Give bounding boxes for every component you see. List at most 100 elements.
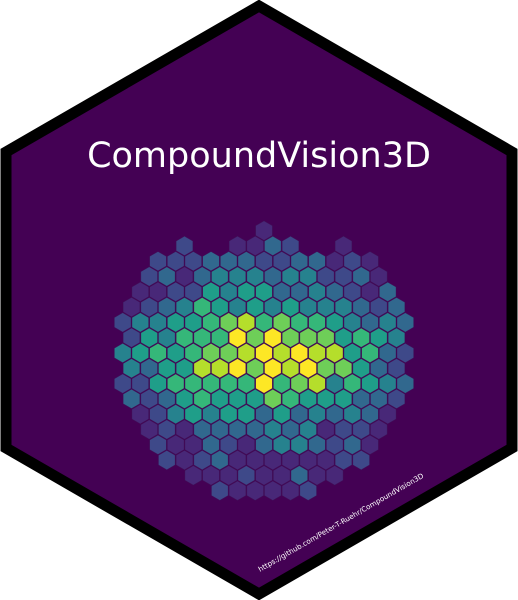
hexbin-cell [255, 404, 273, 425]
hexbin-cell [273, 343, 291, 363]
hexbin-cell [343, 404, 361, 425]
hexbin-cell [202, 251, 220, 272]
hexbin-cell [317, 450, 335, 470]
hexbin-cell [255, 251, 273, 272]
hexbin-cell [140, 419, 158, 440]
hexbin-cell [343, 312, 361, 333]
hexbin-cell [220, 343, 238, 363]
hexbin-cell [264, 266, 282, 287]
hexbin-cell [246, 450, 264, 470]
hexbin-cell [282, 419, 299, 440]
hexbin-cell [202, 434, 220, 455]
hexbin-cell [202, 373, 220, 394]
hexbin-cell [352, 266, 370, 287]
hexbin-cell [184, 465, 202, 486]
hexbin-cell [255, 373, 273, 394]
hexbin-cell [299, 450, 317, 470]
hexbin-cell [228, 236, 247, 256]
hexbin-cell [396, 373, 414, 394]
hexbin-cell [282, 266, 299, 287]
hexbin-cell [308, 434, 326, 455]
hexbin-cell [237, 312, 255, 333]
hexbin-cell [326, 373, 344, 394]
hexbin-cell [361, 434, 379, 455]
hexbin-cell [317, 389, 335, 409]
hexbin-cell [273, 281, 291, 302]
hexbin-cell [228, 297, 247, 317]
hexbin-cell [335, 450, 352, 470]
hexbin-cell [264, 450, 282, 470]
hexbin-cell [114, 343, 132, 363]
hexbin-cell [122, 389, 141, 409]
hexbin-cell [396, 343, 414, 363]
hexbin-cell [308, 312, 326, 333]
hexbin-cell [228, 389, 247, 409]
hexbin-cell [326, 251, 344, 272]
hexbin-cell [308, 343, 326, 363]
hexbin-cell [370, 327, 388, 348]
hexbin-cell [255, 434, 273, 455]
hexbin-cell [343, 434, 361, 455]
hexbin-cell [379, 281, 397, 302]
hexbin-cell [228, 266, 247, 287]
hexbin-cell [273, 312, 291, 333]
hexbin-cell [140, 358, 158, 379]
hexbin-cell [140, 266, 158, 287]
hexbin-cell [246, 297, 264, 317]
hexbin-cell [114, 312, 132, 333]
hexbin-cell [352, 297, 370, 317]
hexbin-cell [122, 327, 141, 348]
hexbin-cell [158, 358, 176, 379]
hexbin-cell [299, 297, 317, 317]
hexbin-cell [246, 266, 264, 287]
hexbin-cell [282, 480, 299, 501]
hexbin-cell [211, 297, 229, 317]
hexbin-cell [184, 373, 202, 394]
hexbin-cell [228, 480, 247, 501]
hexbin-cell [131, 281, 149, 302]
hexbin-cell [290, 404, 308, 425]
hexbin-cell [361, 251, 379, 272]
hexbin-cell [202, 404, 220, 425]
hexbin-cell [175, 327, 194, 348]
hexbin-cell [273, 434, 291, 455]
hexbin-cell [299, 358, 317, 379]
hexbin-cell [370, 419, 388, 440]
hexbin-cell [211, 358, 229, 379]
hexbin-cell [167, 281, 185, 302]
hexbin-cell [282, 358, 299, 379]
hexbin-cell [317, 419, 335, 440]
hexbin-cell [370, 297, 388, 317]
hexbin-cell [167, 343, 185, 363]
hexbin-cell [122, 297, 141, 317]
hexbin-cell [282, 236, 299, 256]
hexbin-cell [335, 297, 352, 317]
hexbin-cell [184, 343, 202, 363]
hexbin-cell [149, 404, 167, 425]
hexbin-cell [228, 450, 247, 470]
hexbin-cell [220, 312, 238, 333]
hexbin-cell [361, 373, 379, 394]
hexbin-cell [290, 373, 308, 394]
hexbin-cell [326, 404, 344, 425]
hexbin-cell [131, 373, 149, 394]
hexbin-cell [202, 343, 220, 363]
hexbin-cell [202, 465, 220, 486]
hexbin-cell [343, 251, 361, 272]
hexbin-cell [211, 450, 229, 470]
hexbin-cell [114, 373, 132, 394]
hexbin-cell [211, 419, 229, 440]
hexbin-cell [299, 480, 317, 501]
hexbin-cell [193, 419, 211, 440]
hexbin-cell [255, 312, 273, 333]
hexbin-cell [361, 343, 379, 363]
hexbin-cell [317, 297, 335, 317]
hexbin-cell [211, 266, 229, 287]
hexbin-cell [273, 465, 291, 486]
hexbin-cell [299, 266, 317, 287]
hexbin-cell [352, 358, 370, 379]
hexbin-cell [122, 358, 141, 379]
hexbin-cell [237, 343, 255, 363]
hexbin-cell [246, 236, 264, 256]
hexbin-cell [335, 236, 352, 256]
